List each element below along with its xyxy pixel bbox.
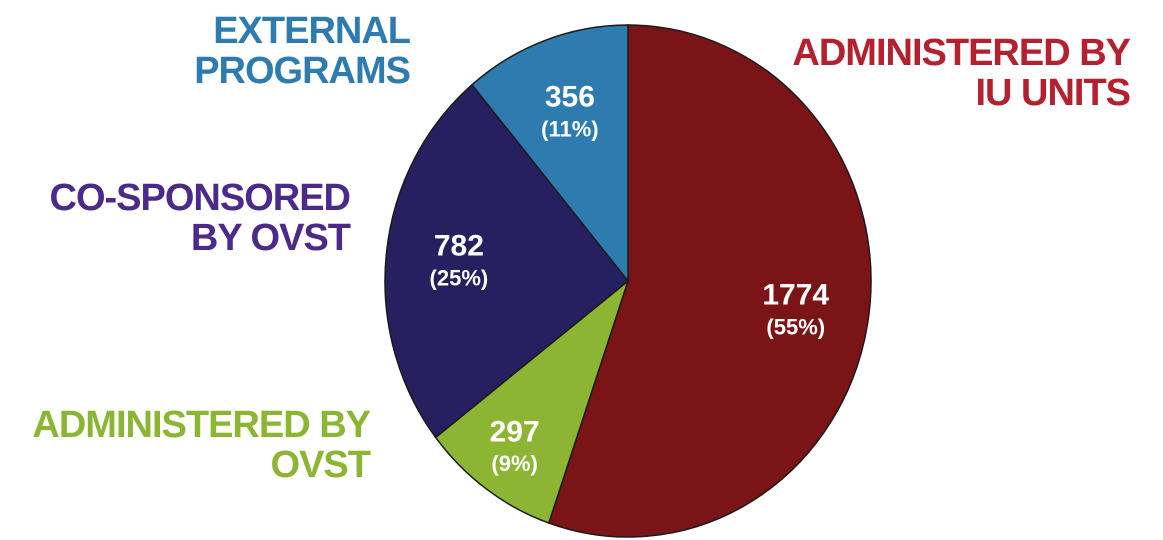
category-label: IU UNITS	[975, 72, 1130, 114]
category-label: ADMINISTERED BY	[792, 32, 1130, 74]
value-label: 356	[545, 80, 595, 113]
pie	[384, 24, 872, 538]
pie-slice	[384, 83, 630, 439]
pie-slice	[547, 24, 872, 538]
share-label: (25%)	[430, 265, 489, 290]
value-label: 297	[490, 415, 540, 448]
share-label: (55%)	[766, 314, 825, 339]
category-label: OVST	[271, 444, 371, 486]
value-label: 782	[434, 230, 484, 263]
share-label: (11%)	[541, 116, 598, 141]
category-label: ADMINISTERED BY	[32, 404, 370, 446]
pie-slice	[470, 24, 629, 284]
share-label: (9%)	[491, 451, 537, 476]
category-label: PROGRAMS	[194, 50, 410, 92]
category-label: CO-SPONSORED	[50, 177, 350, 219]
value-label: 1774	[762, 279, 829, 312]
category-label: EXTERNAL	[213, 10, 411, 52]
category-label: BY OVST	[191, 217, 351, 259]
pie-slice	[434, 278, 630, 525]
